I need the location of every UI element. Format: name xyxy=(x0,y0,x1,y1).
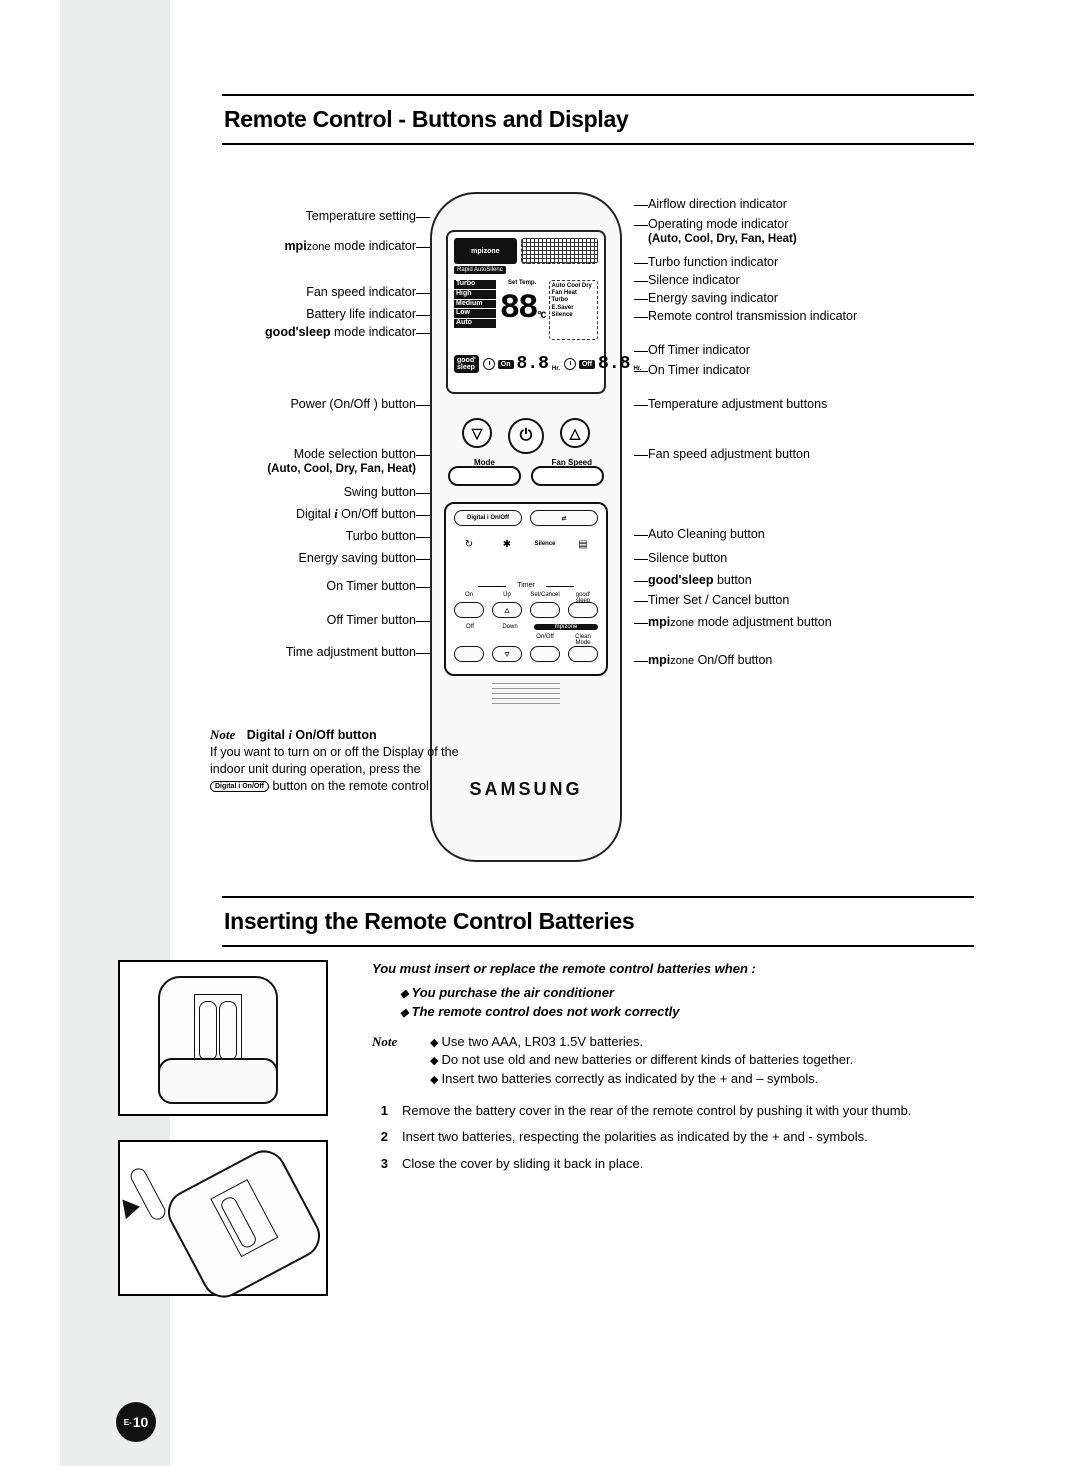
step-text: Close the cover by sliding it back in pl… xyxy=(402,1155,972,1173)
battery-when-1: You purchase the air conditioner xyxy=(400,984,972,1002)
battery-note-3: Insert two batteries correctly as indica… xyxy=(430,1070,853,1088)
battery-intro: You must insert or replace the remote co… xyxy=(372,960,972,978)
mpizone-onoff-button[interactable] xyxy=(530,646,560,662)
section-heading-remote: Remote Control - Buttons and Display xyxy=(222,94,974,145)
callout-goodsleep-indicator: good'sleep mode indicator xyxy=(265,325,416,339)
callout-goodsleep-button: good'sleep button xyxy=(648,573,752,587)
label-down: Down xyxy=(494,624,526,630)
callout-turbo-indicator: Turbo function indicator xyxy=(648,255,778,269)
auto-cleaning-button[interactable]: ▤ xyxy=(568,534,598,554)
callout-mode-modes: (Auto, Cool, Dry, Fan, Heat) xyxy=(170,462,416,477)
callout-timer-setcancel-button: Timer Set / Cancel button xyxy=(648,593,789,607)
callout-off-timer-indicator: Off Timer indicator xyxy=(648,343,750,357)
off-timer-button[interactable] xyxy=(454,646,484,662)
insert-arrow-icon xyxy=(122,1197,141,1219)
callout-silence-button: Silence button xyxy=(648,551,727,565)
remote-lower-panel: Digital i On/Off ⇄ ↻ ✱ Silence ▤ Timer O… xyxy=(444,502,608,676)
screen-goodsleep-badge: good' sleep xyxy=(454,355,479,373)
digital-i-button[interactable]: Digital i On/Off xyxy=(454,510,522,526)
battery-note-1: Use two AAA, LR03 1.5V batteries. xyxy=(430,1033,853,1051)
callout-digital-i-button: Digital i On/Off button xyxy=(296,507,416,521)
mpizone-cleanmode-button[interactable] xyxy=(568,646,598,662)
remote-diagram: Temperature setting mpizone mode indicat… xyxy=(170,170,974,890)
screen-airflow-icon xyxy=(521,238,598,264)
remote-screen: mpizone Rapid AutoSilenc Turbo High Medi… xyxy=(446,230,606,394)
remote-vent-lines xyxy=(492,682,560,704)
callout-airflow-indicator: Airflow direction indicator xyxy=(648,197,787,211)
battery-note-list: Use two AAA, LR03 1.5V batteries. Do not… xyxy=(430,1033,853,1088)
clock-icon xyxy=(483,358,495,370)
battery-figures xyxy=(118,960,328,1320)
temp-up-button[interactable]: △ xyxy=(560,418,590,448)
callout-mpizone-indicator: mpizone mode indicator xyxy=(284,239,416,253)
callout-transmission-indicator: Remote control transmission indicator xyxy=(648,309,857,323)
callout-fan-speed-indicator: Fan speed indicator xyxy=(306,285,416,299)
step-text: Insert two batteries, respecting the pol… xyxy=(402,1128,972,1146)
silence-button[interactable]: Silence xyxy=(530,534,560,554)
callout-operating-mode-list: (Auto, Cool, Dry, Fan, Heat) xyxy=(648,232,974,247)
down-button[interactable]: ▽ xyxy=(492,646,522,662)
fanspeed-button[interactable] xyxy=(531,466,604,486)
swing-button[interactable]: ⇄ xyxy=(530,510,598,526)
battery-figure-1 xyxy=(118,960,328,1116)
step-num: 2 xyxy=(372,1128,388,1146)
callout-energy-saving-indicator: Energy saving indicator xyxy=(648,291,778,305)
on-timer-button[interactable] xyxy=(454,602,484,618)
battery-when-list: You purchase the air conditioner The rem… xyxy=(400,984,972,1021)
battery-when-2: The remote control does not work correct… xyxy=(400,1003,972,1021)
callout-turbo-button: Turbo button xyxy=(346,529,416,543)
battery-instructions: You must insert or replace the remote co… xyxy=(372,960,972,1181)
goodsleep-button[interactable] xyxy=(568,602,598,618)
temp-down-button[interactable]: ▽ xyxy=(462,418,492,448)
step-num: 1 xyxy=(372,1102,388,1120)
label-mpizone-bar: mpizone xyxy=(534,624,598,630)
step-text: Remove the battery cover in the rear of … xyxy=(402,1102,972,1120)
inline-digital-i-icon: Digital i On/Off xyxy=(210,781,269,792)
screen-mode-box: Auto Cool Dry Fan Heat Turbo E.Saver Sil… xyxy=(549,280,598,340)
mode-button[interactable] xyxy=(448,466,521,486)
callout-mpizone-mode-button: mpizone mode adjustment button xyxy=(648,615,832,629)
note-label: Note xyxy=(210,726,235,744)
callout-mpizone-onoff-button: mpizone On/Off button xyxy=(648,653,772,667)
turbo-button[interactable]: ↻ xyxy=(454,534,484,554)
clock-icon xyxy=(564,358,576,370)
callout-mode-button: Mode selection button xyxy=(294,447,416,461)
screen-on-timer: On 8.8 Hr. xyxy=(483,354,560,374)
screen-off-timer: Off 8.8 Hr. xyxy=(564,354,642,374)
energy-saving-button[interactable]: ✱ xyxy=(492,534,522,554)
callout-temp-setting: Temperature setting xyxy=(306,209,416,223)
note-label: Note xyxy=(372,1033,420,1051)
label-off: Off xyxy=(454,624,486,630)
timer-section-label: Timer xyxy=(484,582,568,589)
note-digital-i: Note Digital i On/Off button If you want… xyxy=(210,726,480,795)
callout-silence-indicator: Silence indicator xyxy=(648,273,740,287)
label-cleanmode: Clean Mode xyxy=(568,634,598,646)
callout-off-timer-button: Off Timer button xyxy=(327,613,416,627)
callout-energy-saving-button: Energy saving button xyxy=(299,551,416,565)
callout-swing-button: Swing button xyxy=(344,485,416,499)
label-onoff: On/Off xyxy=(530,634,560,646)
callout-on-timer-indicator: On Timer indicator xyxy=(648,363,750,377)
callout-temp-adjust-buttons: Temperature adjustment buttons xyxy=(648,397,827,411)
screen-mpizone-badge: mpizone xyxy=(454,238,517,264)
callout-auto-cleaning-button: Auto Cleaning button xyxy=(648,527,765,541)
callout-on-timer-button: On Timer button xyxy=(326,579,416,593)
callout-power-button: Power (On/Off ) button xyxy=(290,397,416,411)
battery-steps: 1 Remove the battery cover in the rear of… xyxy=(372,1102,972,1173)
callout-time-adjust-button: Time adjustment button xyxy=(286,645,416,659)
battery-figure-2 xyxy=(118,1140,328,1296)
screen-fan-levels: Turbo High Medium Low Auto xyxy=(454,280,496,340)
battery-note-2: Do not use old and new batteries or diff… xyxy=(430,1051,853,1069)
up-button[interactable]: △ xyxy=(492,602,522,618)
setcancel-button[interactable] xyxy=(530,602,560,618)
section-heading-batteries: Inserting the Remote Control Batteries xyxy=(222,896,974,947)
callout-battery-life-indicator: Battery life indicator xyxy=(306,307,416,321)
callout-fan-speed-button: Fan speed adjustment button xyxy=(648,447,810,461)
power-button[interactable]: ⏻ xyxy=(508,418,544,454)
page-number-badge: E-10 xyxy=(116,1402,156,1442)
screen-rapid-badge: Rapid AutoSilenc xyxy=(454,266,506,274)
callout-operating-mode-indicator: Operating mode indicator xyxy=(648,217,788,231)
screen-temp-digits: 88°C xyxy=(500,286,545,328)
step-num: 3 xyxy=(372,1155,388,1173)
